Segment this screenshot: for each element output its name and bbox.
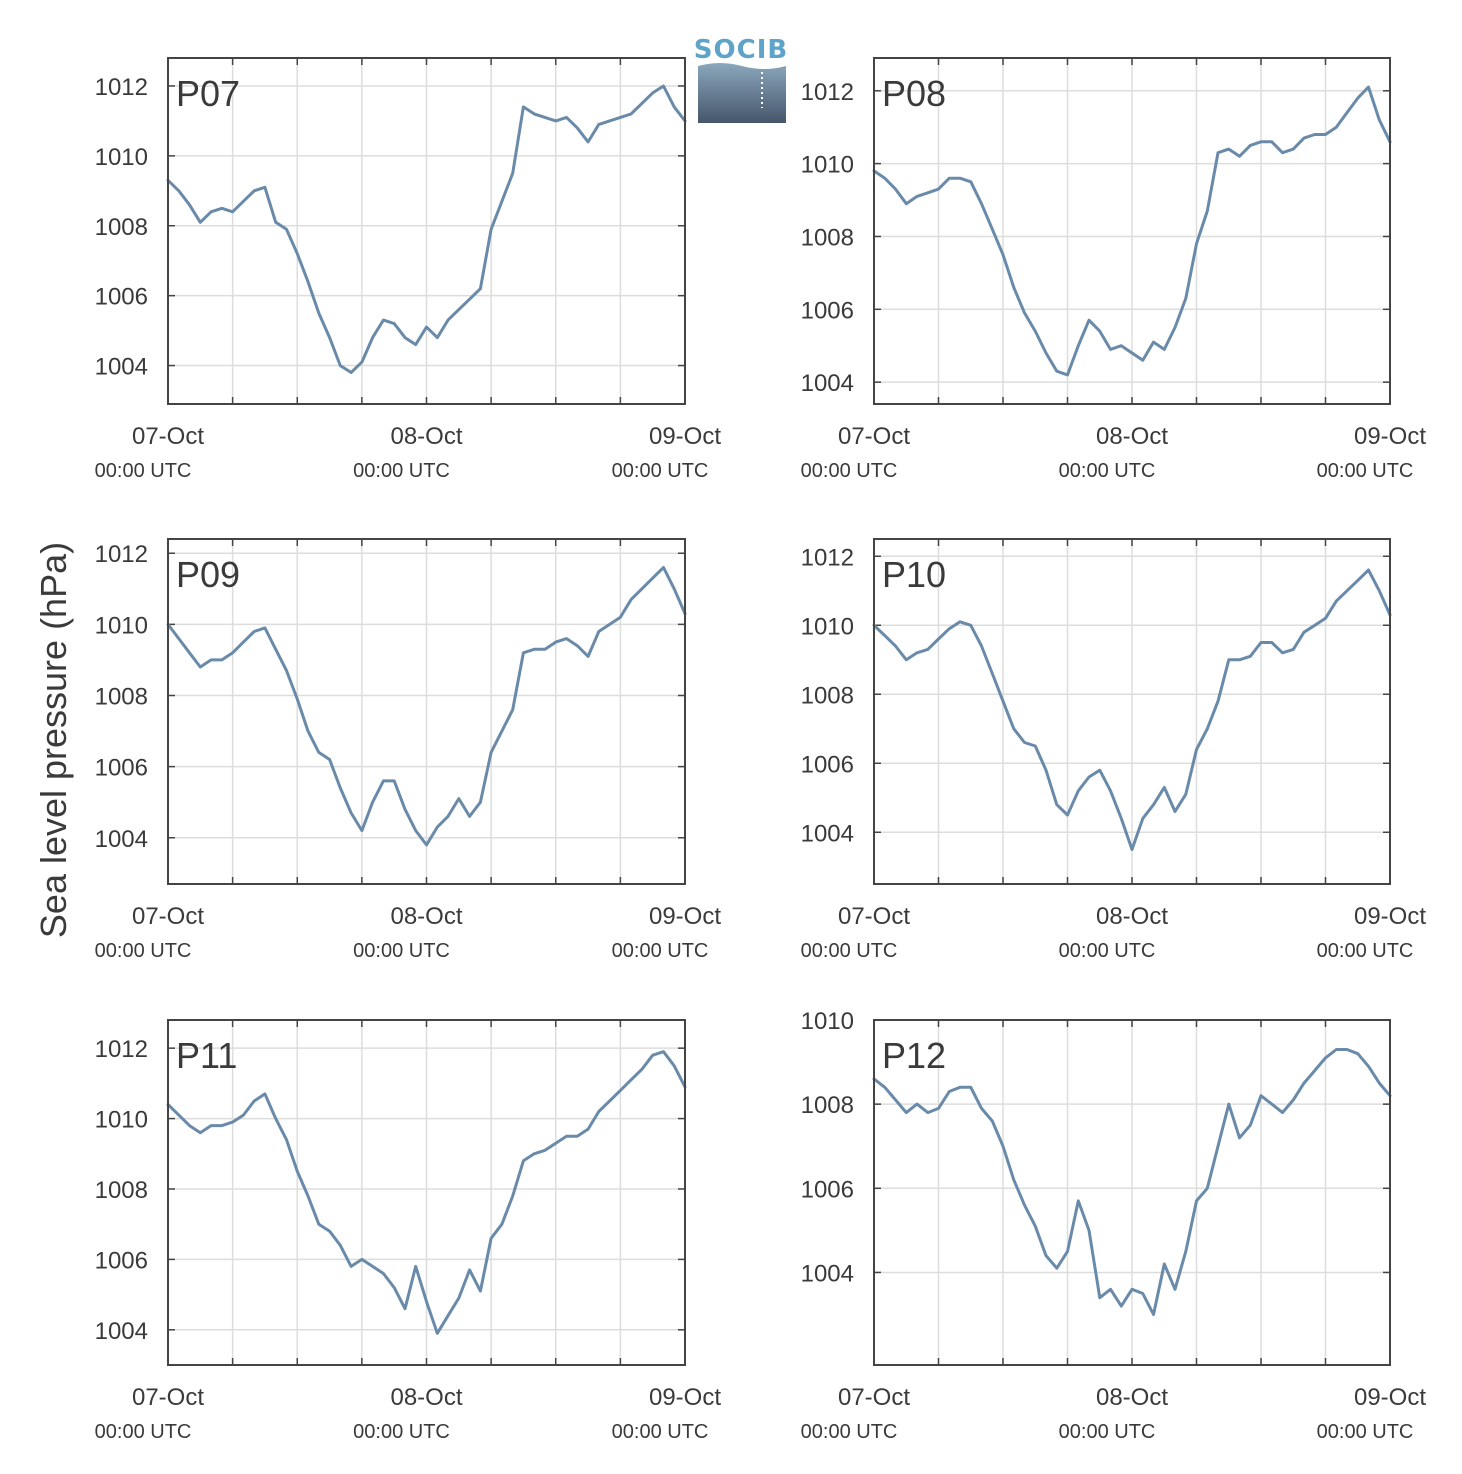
x-tick-label-date: 09-Oct	[649, 423, 721, 450]
x-tick-label-time: 00:00 UTC	[1317, 940, 1414, 962]
x-tick-label-time: 00:00 UTC	[801, 460, 898, 482]
plot-frame	[873, 57, 1391, 405]
socib-logo: SOCIB	[694, 35, 788, 123]
series-line-p07	[166, 84, 687, 374]
y-axis-label: Sea level pressure (hPa)	[33, 542, 74, 938]
x-tick-label-time: 00:00 UTC	[1059, 1421, 1156, 1443]
panel-label: P07	[176, 73, 240, 114]
y-tick-label: 1008	[95, 214, 148, 241]
y-tick-label: 1006	[801, 751, 854, 778]
y-tick-label: 1006	[95, 1247, 148, 1274]
x-tick-label-time: 00:00 UTC	[95, 1421, 192, 1443]
y-tick-label: 1008	[801, 682, 854, 709]
panel-label: P08	[882, 73, 946, 114]
y-tick-label: 1010	[801, 613, 854, 640]
x-tick-label-date: 07-Oct	[838, 423, 910, 450]
x-tick-label-time: 00:00 UTC	[1059, 940, 1156, 962]
y-tick-label: 1004	[801, 370, 854, 397]
panel-p10: 1004 1006 1008 1010 1012 07-Oct 00:00 UTC 08-Oc…	[801, 538, 1426, 962]
y-tick-label: 1012	[95, 1036, 148, 1063]
plot-frame	[873, 1019, 1391, 1366]
x-tick-label-date: 08-Oct	[1096, 903, 1168, 930]
y-tick-label: 1008	[95, 683, 148, 710]
x-tick-label-time: 00:00 UTC	[612, 1421, 709, 1443]
y-tick-label: 1010	[801, 1008, 854, 1035]
y-tick-label: 1006	[801, 297, 854, 324]
x-tick-label-date: 07-Oct	[838, 1384, 910, 1411]
y-tick-label: 1004	[95, 354, 148, 381]
logo-text: SOCIB	[694, 35, 788, 65]
series-line-p10	[872, 568, 1392, 851]
panel-p09: 1004 1006 1008 1010 1012 07-Oct 00:00 UTC 08-Oc…	[95, 538, 721, 962]
panel-p08: 1004 1006 1008 1010 1012 07-Oct 00:00 UTC 08-Oc…	[801, 57, 1426, 482]
y-tick-label: 1010	[801, 152, 854, 179]
x-tick-label-time: 00:00 UTC	[353, 460, 450, 482]
x-tick-label-time: 00:00 UTC	[95, 940, 192, 962]
x-tick-label-time: 00:00 UTC	[1317, 460, 1414, 482]
x-tick-label-time: 00:00 UTC	[353, 1421, 450, 1443]
x-tick-label-date: 08-Oct	[390, 1384, 462, 1411]
x-tick-label-time: 00:00 UTC	[801, 940, 898, 962]
y-tick-label: 1012	[801, 79, 854, 106]
x-tick-label-date: 07-Oct	[132, 423, 204, 450]
x-tick-label-date: 08-Oct	[1096, 1384, 1168, 1411]
y-tick-label: 1004	[801, 820, 854, 847]
x-tick-label-date: 07-Oct	[132, 1384, 204, 1411]
panel-label: P11	[176, 1035, 237, 1076]
x-tick-label-date: 09-Oct	[1354, 423, 1426, 450]
x-tick-label-date: 08-Oct	[390, 903, 462, 930]
x-tick-label-time: 00:00 UTC	[801, 1421, 898, 1443]
y-tick-label: 1004	[95, 826, 148, 853]
x-tick-label-time: 00:00 UTC	[1059, 460, 1156, 482]
x-tick-label-date: 08-Oct	[390, 423, 462, 450]
x-tick-label-time: 00:00 UTC	[612, 940, 709, 962]
x-tick-label-date: 09-Oct	[1354, 1384, 1426, 1411]
x-tick-label-time: 00:00 UTC	[612, 460, 709, 482]
plot-frame	[167, 1019, 686, 1366]
y-tick-label: 1008	[95, 1177, 148, 1204]
panel-p12: 1004 1006 1008 1010 07-Oct 00:00 UTC 08-Oct 00:…	[801, 1008, 1427, 1443]
panel-p11: 1004 1006 1008 1010 1012 07-Oct 00:00 UTC 08-Oc…	[95, 1019, 721, 1443]
x-tick-label-date: 09-Oct	[649, 903, 721, 930]
y-tick-label: 1006	[95, 755, 148, 782]
y-tick-label: 1008	[801, 224, 854, 251]
y-tick-label: 1012	[801, 544, 854, 571]
y-tick-label: 1004	[801, 1260, 854, 1287]
x-tick-label-date: 08-Oct	[1096, 423, 1168, 450]
panel-label: P09	[176, 554, 240, 595]
logo-wave-icon	[698, 63, 786, 123]
y-tick-label: 1006	[801, 1176, 854, 1203]
plot-frame	[167, 57, 686, 405]
y-tick-label: 1010	[95, 612, 148, 639]
series-line-p11	[166, 1050, 687, 1335]
y-tick-label: 1012	[95, 541, 148, 568]
plot-frame	[873, 538, 1391, 885]
x-tick-label-date: 07-Oct	[132, 903, 204, 930]
series-line-p09	[166, 566, 687, 847]
y-tick-label: 1006	[95, 284, 148, 311]
x-tick-label-date: 09-Oct	[1354, 903, 1426, 930]
y-tick-label: 1010	[95, 144, 148, 171]
plot-frame	[167, 538, 686, 885]
x-tick-label-time: 00:00 UTC	[1317, 1421, 1414, 1443]
y-tick-label: 1012	[95, 74, 148, 101]
x-tick-label-time: 00:00 UTC	[353, 940, 450, 962]
x-tick-label-date: 09-Oct	[649, 1384, 721, 1411]
y-tick-label: 1004	[95, 1318, 148, 1345]
x-tick-label-time: 00:00 UTC	[95, 460, 192, 482]
y-tick-label: 1008	[801, 1092, 854, 1119]
x-tick-label-date: 07-Oct	[838, 903, 910, 930]
series-line-p08	[872, 85, 1392, 377]
panel-p07: 1004 1006 1008 1010 1012 07-Oct 00:00 UTC 08-Oc…	[95, 57, 721, 482]
y-tick-label: 1010	[95, 1107, 148, 1134]
series-line-p12	[872, 1048, 1392, 1316]
panel-label: P12	[882, 1035, 946, 1076]
panel-label: P10	[882, 554, 946, 595]
